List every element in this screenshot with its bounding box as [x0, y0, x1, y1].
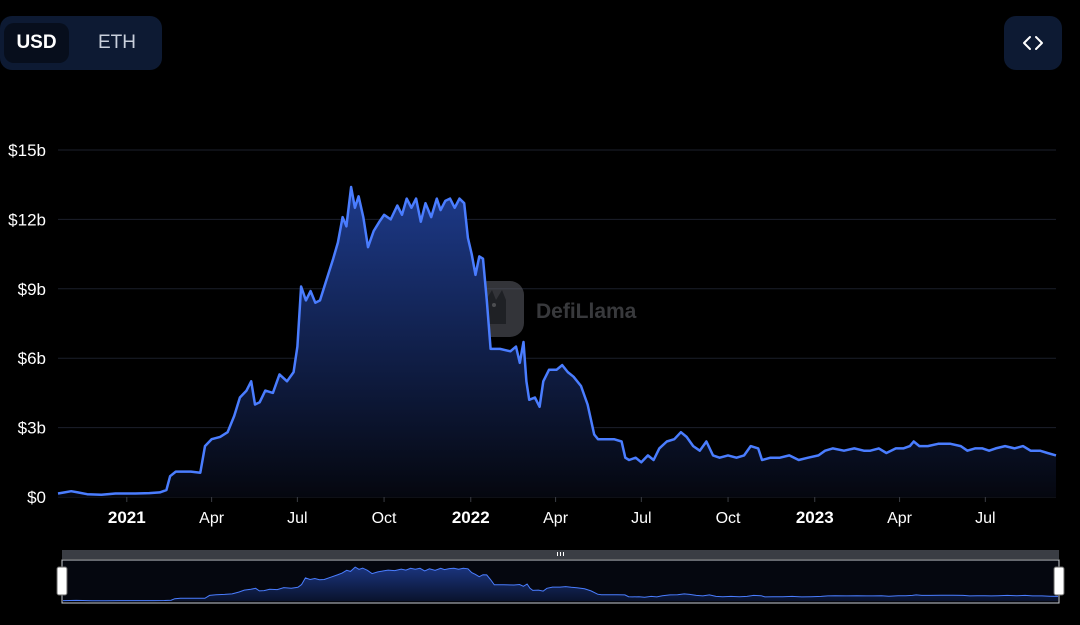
navigator-handle-left[interactable]	[56, 566, 68, 596]
x-tick-label: Jul	[975, 510, 995, 527]
y-axis: $0 $3b $6b $9b $12b $15b	[8, 141, 46, 507]
y-tick-label: $6b	[18, 349, 46, 368]
tvl-area	[58, 187, 1056, 497]
x-tick-label: 2023	[796, 508, 834, 527]
y-tick-label: $0	[27, 488, 46, 507]
code-brackets-icon	[1023, 36, 1043, 50]
x-tick-label: Oct	[716, 510, 741, 527]
y-tick-label: $15b	[8, 141, 46, 160]
eth-toggle-button[interactable]: ETH	[98, 32, 136, 53]
x-tick-label: 2021	[108, 508, 146, 527]
x-axis: 2021 Apr Jul Oct 2022 Apr Jul Oct 2023 Apr Jul	[108, 497, 996, 527]
currency-toggle: USD ETH	[0, 16, 162, 70]
watermark-text: DefiLlama	[536, 300, 637, 323]
navigator-handle-right[interactable]	[1053, 566, 1065, 596]
y-tick-label: $3b	[18, 419, 46, 438]
x-tick-label: Oct	[372, 510, 397, 527]
y-tick-label: $9b	[18, 280, 46, 299]
defillama-watermark: DefiLlama	[474, 281, 637, 337]
tvl-line	[57, 185, 1057, 496]
x-tick-label: Jul	[631, 510, 651, 527]
x-tick-label: Apr	[199, 510, 225, 527]
x-tick-label: Apr	[887, 510, 913, 527]
y-tick-label: $12b	[8, 210, 46, 229]
usd-toggle-button[interactable]: USD	[4, 23, 69, 63]
x-tick-label: Jul	[287, 510, 307, 527]
embed-code-button[interactable]	[1004, 16, 1062, 70]
x-tick-label: 2022	[452, 508, 490, 527]
range-navigator[interactable]	[56, 550, 1065, 604]
x-tick-label: Apr	[543, 510, 569, 527]
navigator-line	[62, 566, 1059, 602]
navigator-area	[63, 567, 1058, 601]
navigator-grip-icon	[557, 552, 564, 556]
